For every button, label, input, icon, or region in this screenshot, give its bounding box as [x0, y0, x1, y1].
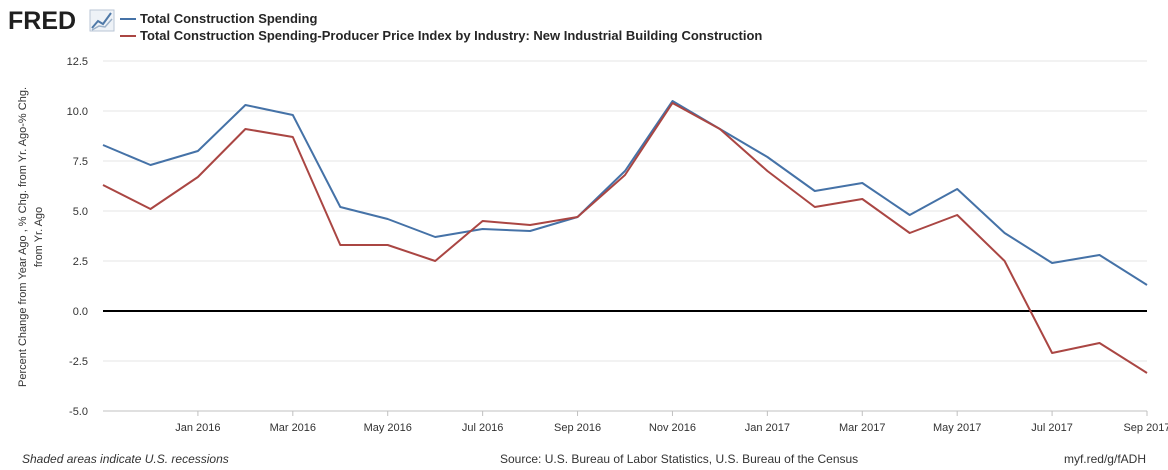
x-tick-label: Mar 2016	[270, 422, 316, 434]
x-tick-label: Jan 2016	[175, 422, 220, 434]
y-tick-label: -5.0	[69, 406, 88, 418]
x-tick-label: Sep 2016	[554, 422, 601, 434]
x-tick-label: Jul 2017	[1031, 422, 1073, 434]
y-tick-label: 10.0	[67, 106, 88, 118]
legend-label-series-2: Total Construction Spending-Producer Pri…	[140, 28, 762, 43]
x-tick-label: May 2016	[364, 422, 412, 434]
grid-lines	[103, 60, 1147, 412]
x-tick-label: Mar 2017	[839, 422, 885, 434]
short-link[interactable]: myf.red/g/fADH	[1064, 452, 1146, 466]
x-tick-label: Sep 2017	[1123, 422, 1168, 434]
footer: Shaded areas indicate U.S. recessions So…	[22, 452, 1146, 466]
x-tick-label: Jan 2017	[745, 422, 790, 434]
y-tick-label: 7.5	[73, 156, 88, 168]
legend: Total Construction Spending Total Constr…	[120, 11, 762, 43]
x-tick-label: Nov 2016	[649, 422, 696, 434]
x-axis: Jan 2016 Mar 2016 May 2016 Jul 2016 Sep 2016…	[103, 410, 1168, 434]
y-tick-label: 2.5	[73, 256, 88, 268]
y-tick-labels: -5.0 -2.5 0.0 2.5 5.0 7.5 10.0 12.5	[67, 56, 88, 418]
fred-logo-text: FRED	[8, 7, 76, 35]
series-line-1[interactable]	[102, 100, 1148, 286]
legend-label-series-1: Total Construction Spending	[140, 11, 317, 26]
legend-item-series-2[interactable]: Total Construction Spending-Producer Pri…	[120, 28, 762, 43]
y-tick-label: 12.5	[67, 56, 88, 68]
y-axis-title-line-1: Percent Change from Year Ago , % Chg. fr…	[17, 87, 29, 387]
x-tick-label: May 2017	[933, 422, 981, 434]
source-note: Source: U.S. Bureau of Labor Statistics,…	[500, 452, 858, 466]
fred-logo[interactable]: FRED	[8, 7, 115, 35]
legend-item-series-1[interactable]: Total Construction Spending	[120, 11, 317, 26]
fred-chart-icon	[89, 9, 115, 32]
y-tick-label: 5.0	[73, 206, 88, 218]
y-tick-label: -2.5	[69, 356, 88, 368]
y-axis-title: Percent Change from Year Ago , % Chg. fr…	[17, 87, 45, 387]
series-line-2[interactable]	[102, 102, 1148, 374]
y-axis-title-line-2: from Yr. Ago	[33, 207, 45, 267]
series-lines	[102, 100, 1148, 374]
x-tick-label: Jul 2016	[462, 422, 504, 434]
y-tick-label: 0.0	[73, 306, 88, 318]
recession-note: Shaded areas indicate U.S. recessions	[22, 452, 229, 466]
